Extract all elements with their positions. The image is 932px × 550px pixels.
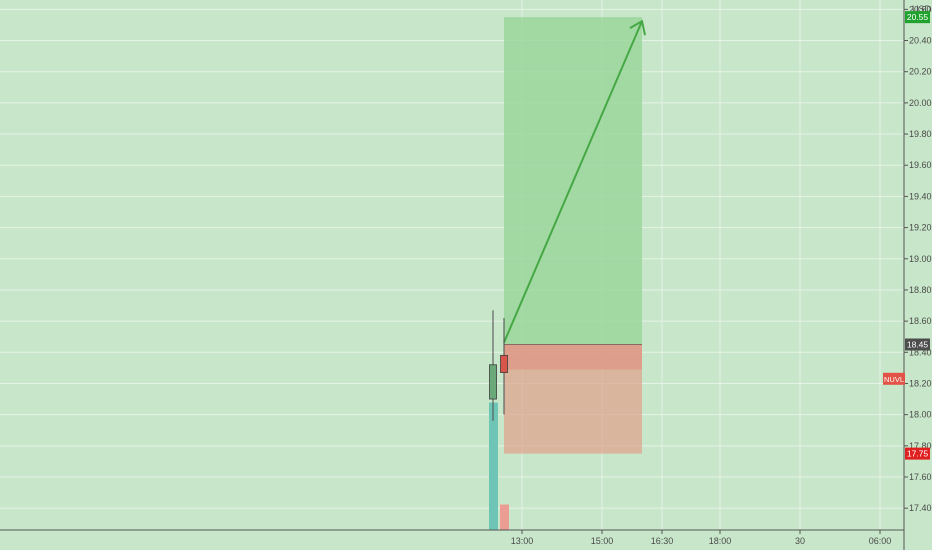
volume-bar (489, 402, 498, 530)
candle-body (500, 355, 508, 373)
time-tick-label: 18:00 (709, 536, 732, 546)
currency-label: USD (912, 4, 932, 14)
price-tick-label: 20.00 (909, 98, 932, 108)
price-tick-label: 17.60 (909, 472, 932, 482)
time-tick-label: 06:00 (869, 536, 892, 546)
time-tick-label: 15:00 (591, 536, 614, 546)
price-tick-label: 19.40 (909, 191, 932, 201)
price-label-entry: 18.45 (907, 340, 929, 350)
price-tick-label: 18.80 (909, 285, 932, 295)
price-label-target-box (905, 11, 930, 24)
price-tick-label: 17.40 (909, 503, 932, 513)
price-tick-label: 18.00 (909, 410, 932, 420)
grid (0, 0, 904, 530)
price-tick-label: 17.80 (909, 441, 932, 451)
candle-body (489, 364, 497, 400)
symbol-tag-box (883, 372, 905, 385)
price-tick-label: 20.20 (909, 67, 932, 77)
price-tick-label: 19.00 (909, 254, 932, 264)
price-tick-label: 19.80 (909, 129, 932, 139)
position-tool[interactable] (503, 17, 646, 454)
time-tick-label: 13:00 (511, 536, 534, 546)
price-tick-label: 18.40 (909, 347, 932, 357)
price-tick-label: 20.60 (909, 4, 932, 14)
target-arrow-head (629, 19, 646, 36)
time-tick-label: 16:30 (651, 536, 674, 546)
candles (489, 310, 508, 421)
price-label-stop-box (905, 447, 930, 460)
price-tick-label: 18.60 (909, 316, 932, 326)
price-tick-label: 19.60 (909, 160, 932, 170)
loss-zone-active (504, 344, 642, 370)
price-label-stop: 17.75 (907, 449, 929, 459)
symbol-tag: NUVL (884, 375, 904, 384)
price-label-entry-box (905, 338, 930, 351)
price-tick-label: 19.20 (909, 223, 932, 233)
price-labels: 20.55 18.45 17.75 NUVL (883, 11, 930, 460)
volume-bar (500, 504, 509, 530)
price-tick-label: 18.20 (909, 378, 932, 388)
price-label-target: 20.55 (907, 12, 929, 22)
target-arrow-line (503, 20, 643, 343)
time-tick-label: 30 (795, 536, 805, 546)
price-tick-label: 20.40 (909, 36, 932, 46)
volume-bars (489, 402, 509, 530)
